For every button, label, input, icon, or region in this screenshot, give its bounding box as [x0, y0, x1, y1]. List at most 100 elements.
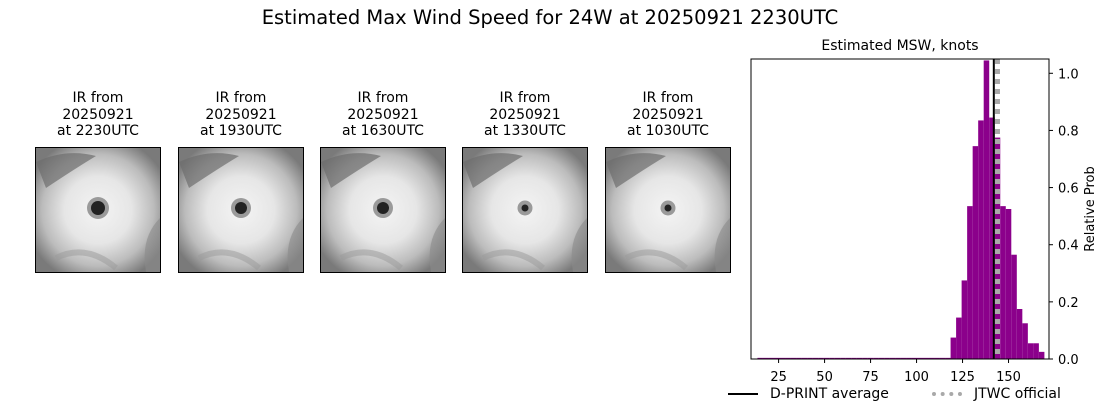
y-tick-label: 1.0: [1058, 67, 1079, 82]
histogram-bar: [801, 357, 808, 359]
ir-caption-line1: IR from: [215, 90, 267, 106]
x-tick-label: 50: [816, 370, 833, 385]
histogram-bar: [829, 357, 835, 359]
histogram-bar: [762, 357, 769, 359]
histogram-bar: [845, 357, 852, 359]
ir-caption-line1: IR from: [357, 90, 409, 106]
legend-solid-line-icon: [728, 393, 758, 395]
histogram-bar: [851, 357, 857, 359]
histogram-bar: [867, 357, 874, 359]
histogram-bar: [785, 357, 791, 359]
x-tick-label: 25: [770, 370, 787, 385]
histogram-bar: [884, 357, 890, 359]
histogram-bar: [757, 357, 763, 359]
x-tick-label: 75: [862, 370, 879, 385]
histogram-bar: [889, 357, 896, 359]
histogram-bar: [911, 357, 918, 359]
y-tick-label: 0.4: [1058, 239, 1079, 254]
legend-dotted-line-icon: [932, 392, 962, 396]
histogram-bar: [895, 357, 901, 359]
ir-satellite-image: [320, 147, 446, 273]
ir-caption-line3: at 1630UTC: [342, 123, 424, 139]
y-tick-label: 0.8: [1058, 124, 1079, 139]
histogram-bar: [1011, 254, 1017, 359]
histogram-bar: [807, 357, 813, 359]
histogram-bar: [840, 357, 846, 359]
y-tick-label: 0.6: [1058, 182, 1079, 197]
y-tick-label: 0.2: [1058, 296, 1079, 311]
ir-panel: IR from 20250921 at 1630UTC: [320, 90, 446, 273]
ir-caption-line3: at 1030UTC: [627, 123, 709, 139]
histogram-bar: [978, 120, 984, 359]
ir-satellite-image: [605, 147, 731, 273]
histogram-bar: [906, 357, 912, 359]
histogram-bar: [1016, 309, 1023, 359]
histogram-bar: [790, 357, 797, 359]
histogram-bar: [779, 357, 786, 359]
histogram-bar: [989, 117, 995, 359]
histogram-bar: [873, 357, 879, 359]
ir-panel: IR from 20250921 at 1330UTC: [462, 90, 588, 273]
ir-caption-line3: at 2230UTC: [57, 123, 139, 139]
chart-title: Estimated MSW, knots: [821, 38, 978, 54]
legend-label-jtwc: JTWC official: [974, 386, 1061, 402]
histogram-bar: [994, 137, 1001, 359]
ir-panel: IR from 20250921 at 1930UTC: [178, 90, 304, 273]
histogram-bar: [917, 357, 923, 359]
legend-item-jtwc: JTWC official: [932, 386, 1061, 402]
ir-satellite-image: [462, 147, 588, 273]
histogram-bar: [818, 357, 824, 359]
ir-caption: IR from 20250921 at 1330UTC: [462, 90, 588, 140]
x-tick-label: 150: [996, 370, 1021, 385]
histogram-bar: [934, 357, 940, 359]
histogram-bar: [1027, 343, 1034, 359]
ir-caption-line2: 20250921: [489, 106, 561, 123]
histogram-bar: [812, 357, 819, 359]
histogram-bar: [1022, 323, 1028, 359]
x-tick-label: 125: [950, 370, 975, 385]
histogram-bar: [928, 357, 935, 359]
ir-caption-line2: 20250921: [632, 106, 704, 123]
y-axis-label: Relative Prob: [1083, 166, 1098, 251]
ir-caption: IR from 20250921 at 1930UTC: [178, 90, 304, 140]
histogram-bar: [983, 60, 990, 360]
legend-item-dprint: D-PRINT average: [728, 386, 889, 402]
histogram-bar: [972, 146, 979, 359]
histogram-bar: [862, 357, 868, 359]
histogram-bar: [856, 357, 863, 359]
histogram-bar: [773, 357, 780, 359]
ir-caption-line2: 20250921: [347, 106, 419, 123]
legend-label-dprint: D-PRINT average: [770, 386, 889, 402]
histogram-bar: [956, 317, 962, 359]
ir-caption-line2: 20250921: [205, 106, 277, 123]
ir-caption: IR from 20250921 at 1630UTC: [320, 90, 446, 140]
ir-caption-line1: IR from: [499, 90, 551, 106]
histogram-bar: [1005, 209, 1012, 359]
histogram-bar: [1000, 206, 1006, 359]
chart-legend: D-PRINT average JTWC official: [728, 386, 1088, 408]
histogram-bar: [945, 357, 951, 359]
ir-caption-line1: IR from: [642, 90, 694, 106]
main-title: Estimated Max Wind Speed for 24W at 2025…: [261, 6, 839, 29]
histogram-bar: [900, 357, 907, 359]
ir-satellite-image: [178, 147, 304, 273]
ir-caption: IR from 20250921 at 1030UTC: [605, 90, 731, 140]
histogram-bar: [1038, 351, 1045, 359]
ir-caption-line3: at 1330UTC: [484, 123, 566, 139]
histogram-bar: [961, 280, 968, 359]
ir-caption-line3: at 1930UTC: [200, 123, 282, 139]
plot-frame: [750, 58, 1050, 360]
x-tick-label: 100: [904, 370, 929, 385]
ir-caption-line1: IR from: [72, 90, 124, 106]
histogram-bar: [922, 357, 929, 359]
histogram-bar: [939, 357, 946, 359]
ir-panel: IR from 20250921 at 1030UTC: [605, 90, 731, 273]
ir-satellite-image: [35, 147, 161, 273]
ir-caption: IR from 20250921 at 2230UTC: [35, 90, 161, 140]
ir-caption-line2: 20250921: [62, 106, 134, 123]
histogram-bar: [1033, 343, 1039, 359]
histogram-bar: [967, 206, 973, 359]
histogram-bar: [878, 357, 885, 359]
histogram-bar: [834, 357, 841, 359]
